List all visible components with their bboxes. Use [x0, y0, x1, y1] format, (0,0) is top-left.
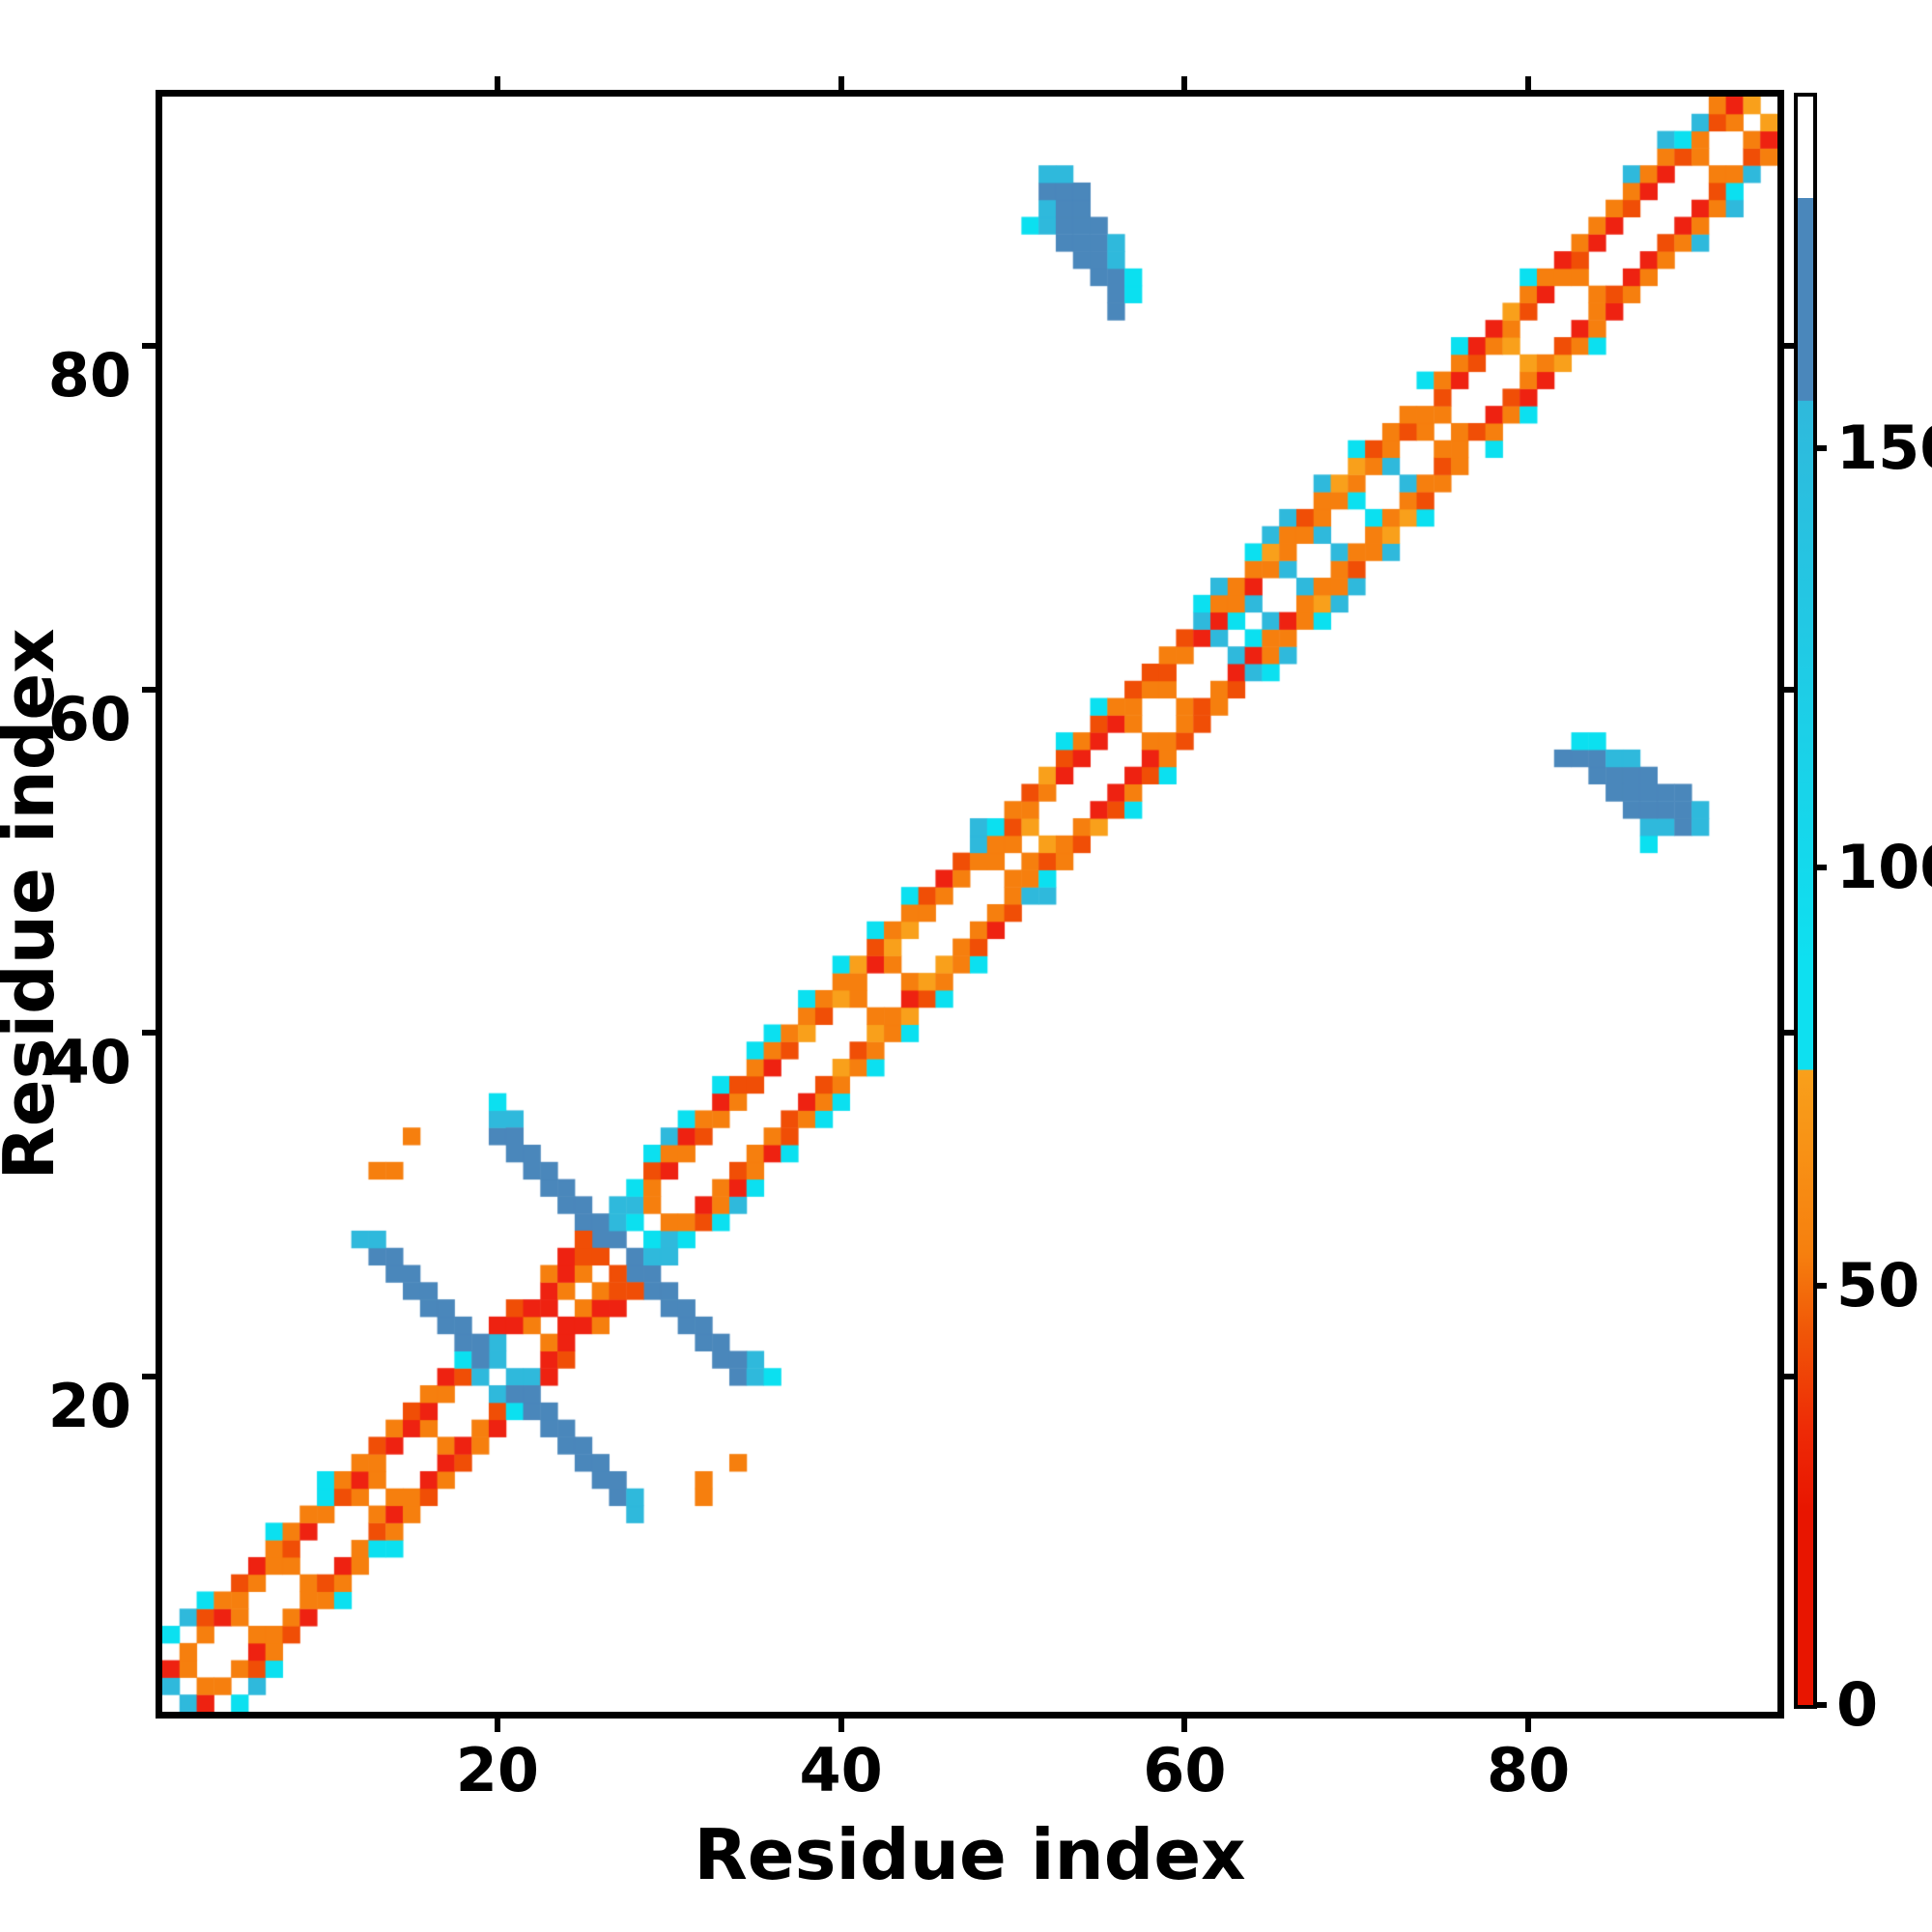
y-tick-mark [142, 342, 156, 349]
y-tick-mark-right [1784, 342, 1798, 349]
colorbar-tick-label: 50 [1836, 1250, 1920, 1321]
x-tick-label: 40 [799, 1735, 883, 1805]
x-tick-mark-top [1525, 76, 1532, 90]
y-tick-label: 40 [47, 1027, 131, 1098]
x-tick-label: 60 [1143, 1735, 1227, 1805]
y-axis-title: Residue index [0, 628, 70, 1180]
x-tick-mark-top [494, 76, 500, 90]
x-tick-mark-top [838, 76, 844, 90]
heatmap-canvas [162, 97, 1777, 1712]
colorbar-tick-mark [1813, 864, 1827, 870]
x-tick-label: 80 [1486, 1735, 1571, 1805]
x-tick-mark [838, 1719, 844, 1732]
y-tick-mark-right [1784, 686, 1798, 693]
colorbar-gradient [1798, 97, 1813, 1705]
y-tick-label: 60 [47, 683, 131, 754]
x-tick-label: 20 [455, 1735, 539, 1805]
y-tick-mark [142, 1374, 156, 1380]
y-tick-mark-right [1784, 1030, 1798, 1037]
y-tick-mark-right [1784, 1374, 1798, 1380]
y-tick-label: 20 [47, 1371, 131, 1442]
x-tick-mark [1525, 1719, 1532, 1732]
colorbar-tick-mark [1813, 445, 1827, 452]
colorbar-tick-label: 100 [1836, 831, 1932, 902]
colorbar-tick-label: 0 [1836, 1669, 1879, 1740]
y-tick-mark [142, 686, 156, 693]
x-axis-title: Residue index [694, 1814, 1246, 1895]
colorbar-tick-mark [1813, 1702, 1827, 1708]
contact-map-plot [156, 90, 1784, 1719]
x-tick-mark-top [1181, 76, 1188, 90]
x-tick-mark [1181, 1719, 1188, 1732]
x-tick-mark [494, 1719, 500, 1732]
y-tick-label: 80 [47, 339, 131, 411]
colorbar-tick-mark [1813, 1283, 1827, 1290]
y-tick-mark [142, 1030, 156, 1037]
colorbar [1794, 93, 1817, 1709]
colorbar-tick-label: 150 [1836, 412, 1932, 484]
